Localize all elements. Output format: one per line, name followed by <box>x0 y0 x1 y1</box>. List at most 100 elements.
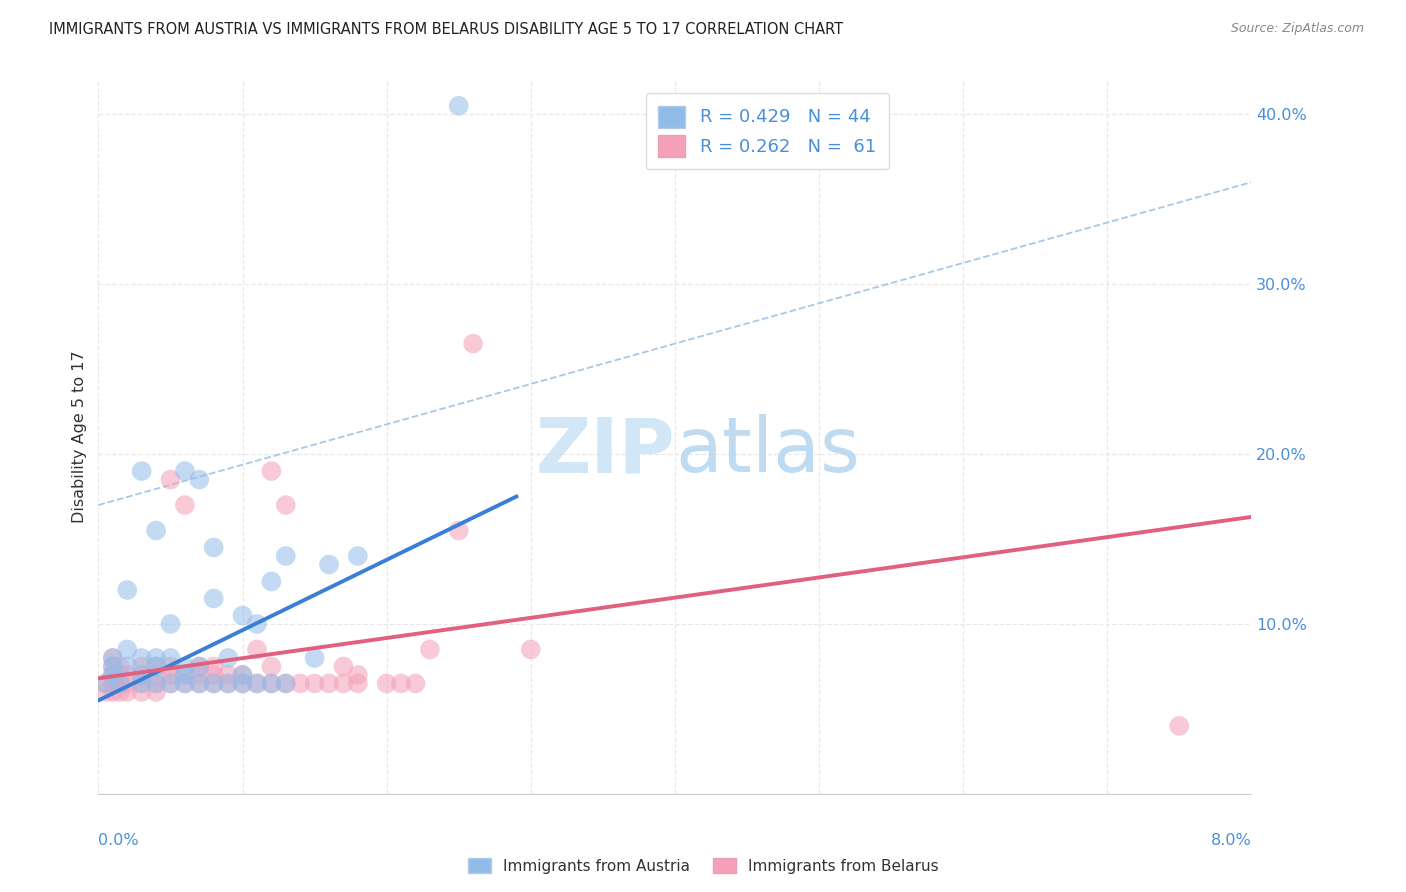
Text: 0.0%: 0.0% <box>98 833 139 848</box>
Point <box>131 668 153 682</box>
Point <box>246 617 269 632</box>
Point <box>188 668 211 682</box>
Point <box>447 99 470 113</box>
Point <box>131 659 153 673</box>
Point <box>304 676 326 690</box>
Point <box>174 676 197 690</box>
Point <box>131 676 153 690</box>
Point <box>202 676 225 690</box>
Point <box>131 685 153 699</box>
Point <box>461 336 484 351</box>
Point <box>101 668 124 682</box>
Text: 8.0%: 8.0% <box>1211 833 1251 848</box>
Point <box>117 582 139 597</box>
Point <box>290 676 312 690</box>
Y-axis label: Disability Age 5 to 17: Disability Age 5 to 17 <box>72 351 87 524</box>
Point <box>131 668 153 682</box>
Point <box>101 659 124 673</box>
Point <box>188 473 211 487</box>
Point <box>447 524 470 538</box>
Point <box>117 659 139 673</box>
Point <box>108 685 131 699</box>
Text: Source: ZipAtlas.com: Source: ZipAtlas.com <box>1230 22 1364 36</box>
Point <box>108 668 131 682</box>
Point <box>145 659 167 673</box>
Point <box>202 541 225 555</box>
Point <box>159 659 181 673</box>
Point <box>375 676 398 690</box>
Point <box>159 676 181 690</box>
Point <box>231 676 254 690</box>
Point <box>101 651 124 665</box>
Point <box>188 676 211 690</box>
Point <box>318 676 340 690</box>
Point <box>94 676 117 690</box>
Point <box>108 676 131 690</box>
Point <box>159 617 181 632</box>
Point <box>145 524 167 538</box>
Text: atlas: atlas <box>675 415 859 488</box>
Point <box>274 549 297 563</box>
Point <box>304 651 326 665</box>
Legend: Immigrants from Austria, Immigrants from Belarus: Immigrants from Austria, Immigrants from… <box>461 852 945 880</box>
Point <box>188 676 211 690</box>
Text: IMMIGRANTS FROM AUSTRIA VS IMMIGRANTS FROM BELARUS DISABILITY AGE 5 TO 17 CORREL: IMMIGRANTS FROM AUSTRIA VS IMMIGRANTS FR… <box>49 22 844 37</box>
Point <box>101 685 124 699</box>
Point <box>260 676 283 690</box>
Point <box>202 659 225 673</box>
Point <box>274 676 297 690</box>
Point <box>159 651 181 665</box>
Point <box>145 659 167 673</box>
Point <box>101 659 124 673</box>
Point <box>145 676 167 690</box>
Text: ZIP: ZIP <box>536 415 675 488</box>
Point <box>145 651 167 665</box>
Point <box>346 549 368 563</box>
Point <box>260 464 283 478</box>
Point <box>332 659 354 673</box>
Point <box>346 676 368 690</box>
Point <box>159 473 181 487</box>
Point <box>94 676 117 690</box>
Point <box>145 676 167 690</box>
Point <box>318 558 340 572</box>
Point <box>202 591 225 606</box>
Point <box>145 668 167 682</box>
Point <box>274 676 297 690</box>
Point <box>108 659 131 673</box>
Point <box>174 676 197 690</box>
Point <box>260 574 283 589</box>
Point <box>159 668 181 682</box>
Point <box>217 676 239 690</box>
Point <box>231 676 254 690</box>
Point <box>332 676 354 690</box>
Point <box>131 651 153 665</box>
Point <box>260 676 283 690</box>
Point <box>246 642 269 657</box>
Point <box>231 668 254 682</box>
Legend: R = 0.429   N = 44, R = 0.262   N =  61: R = 0.429 N = 44, R = 0.262 N = 61 <box>645 93 889 169</box>
Point <box>389 676 412 690</box>
Point <box>117 668 139 682</box>
Point <box>188 659 211 673</box>
Point <box>231 668 254 682</box>
Point <box>108 676 131 690</box>
Point <box>260 659 283 673</box>
Point <box>131 676 153 690</box>
Point <box>145 685 167 699</box>
Point <box>174 498 197 512</box>
Point <box>117 676 139 690</box>
Point <box>159 676 181 690</box>
Point <box>231 608 254 623</box>
Point <box>101 651 124 665</box>
Point <box>117 642 139 657</box>
Point <box>1168 719 1191 733</box>
Point <box>520 642 543 657</box>
Point <box>101 676 124 690</box>
Point <box>188 659 211 673</box>
Point <box>346 668 368 682</box>
Point <box>174 668 197 682</box>
Point <box>174 659 197 673</box>
Point <box>217 651 239 665</box>
Point <box>217 668 239 682</box>
